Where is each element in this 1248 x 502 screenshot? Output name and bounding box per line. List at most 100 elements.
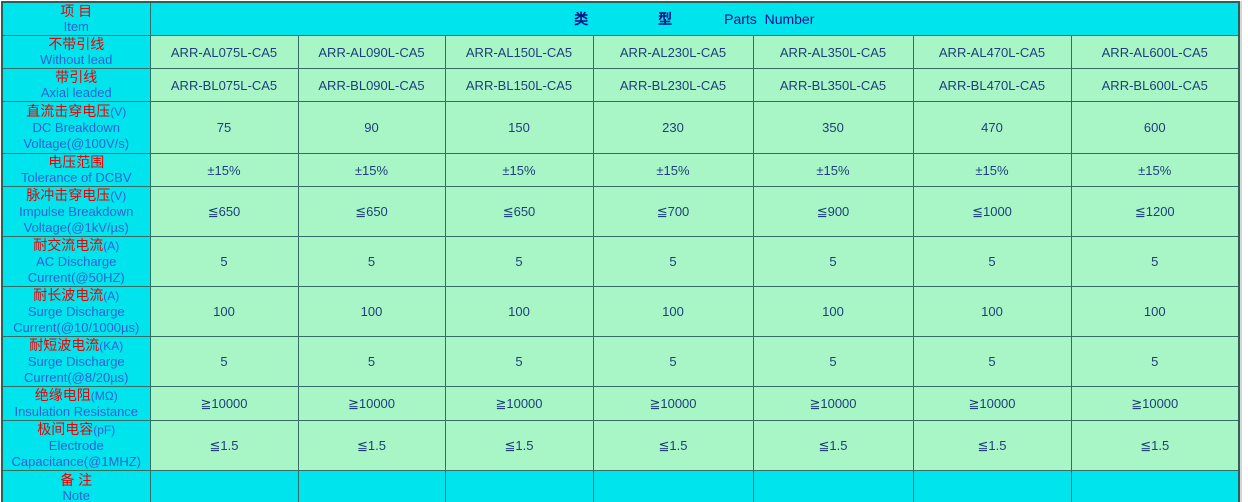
cell-tolerance-of-dcbv-col2: ±15% — [297, 153, 446, 187]
row-label-impulse-breakdown-voltage: 脉冲击穿电压(V) Impulse Breakdown Voltage(@1kV/µ… — [1, 186, 151, 237]
cell-tolerance-of-dcbv-col3: ±15% — [444, 153, 594, 187]
cell-axial-leaded-col1: ARR-BL075L-CA5 — [149, 68, 299, 102]
label-zh-text: 耐长波电流 — [33, 287, 104, 304]
cell-note-col6 — [912, 470, 1072, 502]
cell-insulation-resistance-col4: ≧10000 — [592, 386, 754, 421]
label-zh-text: 带引线 — [55, 69, 98, 86]
row-surge-discharge-current-long-wave: 耐长波电流(A) Surge Discharge Current(@10/1000µ… — [1, 286, 1240, 337]
label-en: AC Discharge — [36, 254, 117, 269]
cell-electrode-capacitance-col7: ≦1.5 — [1070, 420, 1240, 471]
spec-table-body: 不带引线 Without lead ARR-AL075L-CA5 ARR-AL090L… — [1, 35, 1240, 502]
row-label-insulation-resistance: 绝缘电阻(MΩ) Insulation Resistance — [1, 386, 151, 421]
cell-dc-breakdown-voltage-col4: 230 — [592, 101, 754, 154]
cell-dc-breakdown-voltage-col3: 150 — [444, 101, 594, 154]
label-zh: 电压范围 — [3, 154, 149, 171]
label-zh-text: 耐交流电流 — [33, 237, 104, 254]
cell-electrode-capacitance-col6: ≦1.5 — [912, 420, 1072, 471]
cell-dc-breakdown-voltage-col7: 600 — [1070, 101, 1240, 154]
cell-note-col2 — [297, 470, 446, 502]
label-zh-text: 绝缘电阻 — [34, 387, 91, 404]
label-unit: (KA) — [99, 339, 124, 353]
cell-surge-discharge-current-short-wave-col2: 5 — [297, 336, 446, 387]
cell-tolerance-of-dcbv-col7: ±15% — [1070, 153, 1240, 187]
label-zh: 极间电容(pF) — [3, 422, 149, 439]
cell-impulse-breakdown-voltage-col6: ≦1000 — [912, 186, 1072, 237]
cell-impulse-breakdown-voltage-col7: ≦1200 — [1070, 186, 1240, 237]
cell-without-lead-col7: ARR-AL600L-CA5 — [1070, 35, 1240, 69]
cell-electrode-capacitance-col4: ≦1.5 — [592, 420, 754, 471]
row-ac-discharge-current: 耐交流电流(A) AC Discharge Current(@50HZ) 5 5 5 5 5 5… — [1, 236, 1240, 287]
label-zh: 耐交流电流(A) — [3, 237, 149, 255]
label-zh: 耐长波电流(A) — [3, 287, 149, 305]
cell-tolerance-of-dcbv-col5: ±15% — [752, 153, 914, 187]
cell-impulse-breakdown-voltage-col1: ≦650 — [149, 186, 299, 237]
label-en: Voltage(@100V/s) — [23, 136, 130, 151]
row-note: 备 注 Note — [1, 470, 1240, 502]
label-zh: 耐短波电流(KA) — [3, 337, 149, 355]
cell-insulation-resistance-col1: ≧10000 — [149, 386, 299, 421]
label-en: Capacitance(@1MHZ) — [11, 454, 141, 469]
label-en: Axial leaded — [40, 85, 112, 100]
cell-note-col5 — [752, 470, 914, 502]
label-en: Surge Discharge — [27, 354, 125, 369]
row-label-without-lead: 不带引线 Without lead — [1, 35, 151, 69]
header-type-zh-2: 型 — [658, 11, 673, 27]
cell-insulation-resistance-col5: ≧10000 — [752, 386, 914, 421]
row-label-surge-discharge-current-long-wave: 耐长波电流(A) Surge Discharge Current(@10/1000µ… — [1, 286, 151, 337]
row-label-dc-breakdown-voltage: 直流击穿电压(V) DC Breakdown Voltage(@100V/s) — [1, 101, 151, 154]
row-insulation-resistance: 绝缘电阻(MΩ) Insulation Resistance ≧10000 ≧1000… — [1, 386, 1240, 421]
label-en: Without lead — [40, 52, 113, 67]
label-en: Current(@8/20µs) — [24, 370, 129, 385]
cell-surge-discharge-current-short-wave-col4: 5 — [592, 336, 754, 387]
cell-surge-discharge-current-long-wave-col5: 100 — [752, 286, 914, 337]
label-en: Electrode — [48, 438, 104, 453]
cell-electrode-capacitance-col1: ≦1.5 — [149, 420, 299, 471]
cell-axial-leaded-col3: ARR-BL150L-CA5 — [444, 68, 594, 102]
label-zh-text: 直流击穿电压 — [26, 103, 111, 119]
label-en: Voltage(@1kV/µs) — [23, 220, 129, 235]
header-type-zh-1: 类 — [574, 11, 589, 27]
label-zh: 直流击穿电压(V) — [3, 103, 149, 120]
cell-ac-discharge-current-col1: 5 — [149, 236, 299, 287]
cell-axial-leaded-col6: ARR-BL470L-CA5 — [912, 68, 1072, 102]
row-impulse-breakdown-voltage: 脉冲击穿电压(V) Impulse Breakdown Voltage(@1kV/µ… — [1, 186, 1240, 237]
cell-note-col4 — [592, 470, 754, 502]
cell-surge-discharge-current-short-wave-col3: 5 — [444, 336, 594, 387]
row-label-ac-discharge-current: 耐交流电流(A) AC Discharge Current(@50HZ) — [1, 236, 151, 287]
cell-note-col3 — [444, 470, 594, 502]
cell-electrode-capacitance-col5: ≦1.5 — [752, 420, 914, 471]
cell-axial-leaded-col5: ARR-BL350L-CA5 — [752, 68, 914, 102]
label-zh-text: 脉冲击穿电压 — [26, 187, 111, 204]
label-en: Current(@50HZ) — [27, 270, 125, 285]
cell-insulation-resistance-col7: ≧10000 — [1070, 386, 1240, 421]
cell-surge-discharge-current-long-wave-col6: 100 — [912, 286, 1072, 337]
cell-surge-discharge-current-short-wave-col5: 5 — [752, 336, 914, 387]
cell-dc-breakdown-voltage-col2: 90 — [297, 101, 446, 154]
cell-surge-discharge-current-long-wave-col1: 100 — [149, 286, 299, 337]
cell-tolerance-of-dcbv-col6: ±15% — [912, 153, 1072, 187]
label-unit: (A) — [103, 289, 120, 303]
cell-without-lead-col4: ARR-AL230L-CA5 — [592, 35, 754, 69]
cell-note-col1 — [149, 470, 299, 502]
label-unit: (A) — [103, 239, 120, 253]
cell-without-lead-col3: ARR-AL150L-CA5 — [444, 35, 594, 69]
label-zh-text: 耐短波电流 — [29, 337, 100, 354]
cell-surge-discharge-current-long-wave-col3: 100 — [444, 286, 594, 337]
cell-ac-discharge-current-col2: 5 — [297, 236, 446, 287]
row-label-axial-leaded: 带引线 Axial leaded — [1, 68, 151, 102]
row-without-lead: 不带引线 Without lead ARR-AL075L-CA5 ARR-AL090L… — [1, 35, 1240, 69]
label-zh-text: 备 注 — [60, 472, 93, 489]
cell-electrode-capacitance-col3: ≦1.5 — [444, 420, 594, 471]
cell-impulse-breakdown-voltage-col2: ≦650 — [297, 186, 446, 237]
cell-impulse-breakdown-voltage-col4: ≦700 — [592, 186, 754, 237]
label-en: Insulation Resistance — [14, 404, 139, 419]
label-zh-text: 不带引线 — [48, 36, 105, 53]
cell-dc-breakdown-voltage-col1: 75 — [149, 101, 299, 154]
label-unit: (V) — [110, 105, 127, 119]
row-surge-discharge-current-short-wave: 耐短波电流(KA) Surge Discharge Current(@8/20µs)… — [1, 336, 1240, 387]
cell-insulation-resistance-col2: ≧10000 — [297, 386, 446, 421]
label-zh-text: 电压范围 — [48, 154, 105, 171]
label-en: Impulse Breakdown — [19, 204, 134, 219]
label-en: Note — [62, 488, 90, 502]
